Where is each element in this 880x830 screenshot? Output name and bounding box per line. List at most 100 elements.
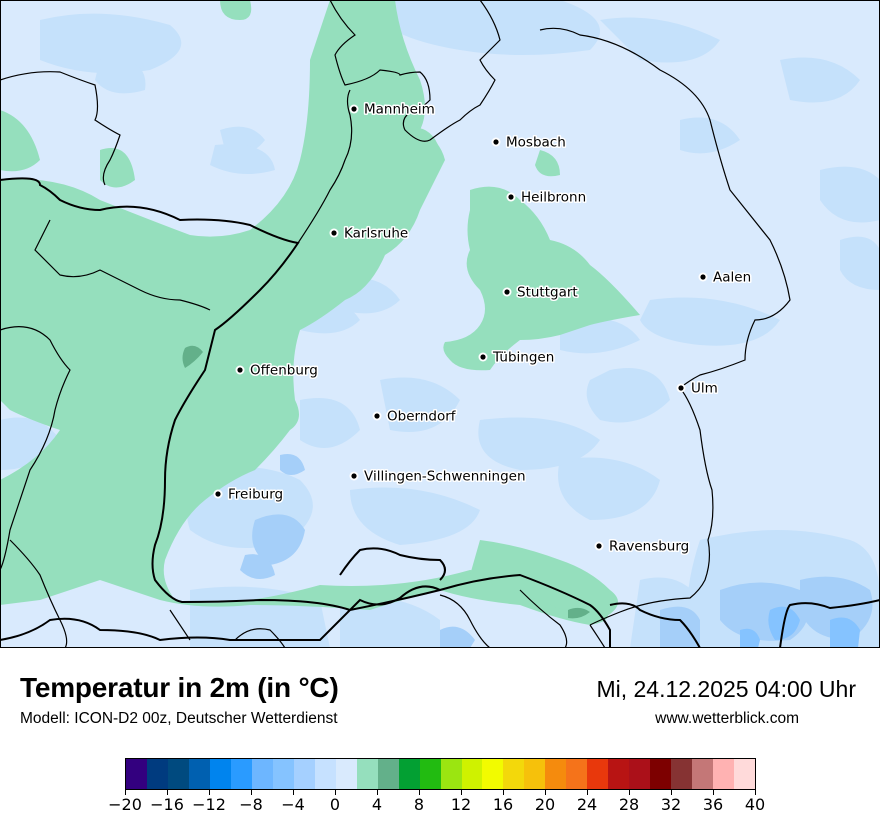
colorbar-bin [713, 759, 735, 789]
city-label: Oberndorf [387, 409, 457, 425]
colorbar-bin [461, 759, 483, 789]
colorbar-bin [356, 759, 378, 789]
borders [0, 0, 880, 648]
tick-mark [293, 790, 294, 795]
tick-mark [587, 790, 588, 795]
colorbar-bin [377, 759, 399, 789]
city-label: Villingen-Schwenningen [364, 469, 526, 485]
city-marker: Karlsruhe [329, 224, 410, 243]
tick-mark [713, 790, 714, 795]
city-marker: Mosbach [491, 133, 567, 152]
tick-mark [167, 790, 168, 795]
colorbar-bin [126, 759, 147, 789]
colorbar-bin [608, 759, 630, 789]
colorbar-bin [440, 759, 462, 789]
city-marker: Freiburg [213, 485, 285, 504]
colorbar-bin [146, 759, 168, 789]
tick-label: 32 [660, 795, 682, 814]
city-label: Stuttgart [517, 285, 578, 301]
city-dot-icon [678, 385, 684, 391]
model-source: Modell: ICON-D2 00z, Deutscher Wetterdie… [20, 710, 338, 727]
colorbar-bin [482, 759, 504, 789]
tick-label: 12 [450, 795, 472, 814]
tick-label: 40 [744, 795, 766, 814]
tick-label: −20 [108, 795, 142, 814]
city-marker: Aalen [698, 268, 753, 287]
colorbar-bin [272, 759, 294, 789]
tick-mark [755, 790, 756, 795]
colorbar [125, 758, 756, 790]
tick-mark [671, 790, 672, 795]
colorbar-bin [587, 759, 609, 789]
tick-label: 16 [492, 795, 514, 814]
colorbar-bin [188, 759, 210, 789]
tick-label: −16 [150, 795, 184, 814]
city-marker: Villingen-Schwenningen [349, 467, 527, 486]
city-dot-icon [351, 106, 357, 112]
cold-patches [0, 0, 880, 648]
colorbar-bin [545, 759, 567, 789]
tick-mark [503, 790, 504, 795]
colorbar-bin [419, 759, 441, 789]
city-marker: Mannheim [349, 100, 436, 119]
website-link[interactable]: www.wetterblick.com [655, 710, 799, 727]
colorbar-ticks: −20 −16 −12 −8 −4 0 4 8 12 16 20 24 28 32 36 40 [108, 790, 765, 830]
colorbar-bin [251, 759, 273, 789]
colorbar-bin [503, 759, 525, 789]
tick-label: 4 [371, 795, 383, 814]
tick-mark [209, 790, 210, 795]
city-dot-icon [700, 274, 706, 280]
tick-label: −12 [192, 795, 226, 814]
tick-label: 8 [413, 795, 425, 814]
tick-mark [461, 790, 462, 795]
city-marker: Offenburg [235, 361, 319, 380]
tick-label: 0 [329, 795, 341, 814]
city-marker: Tübingen [478, 348, 556, 367]
city-marker: Oberndorf [372, 407, 458, 426]
city-marker: Stuttgart [502, 283, 579, 302]
colorbar-bin [293, 759, 315, 789]
city-dot-icon [331, 230, 337, 236]
city-marker: Ravensburg [594, 537, 691, 556]
city-marker: Ulm [676, 379, 719, 398]
city-marker: Heilbronn [506, 188, 588, 207]
colorbar-bin [209, 759, 231, 789]
map-canvas: Mannheim Mosbach Heilbronn Karlsruhe Aalen St… [0, 0, 880, 648]
tick-mark [251, 790, 252, 795]
tick-mark [335, 790, 336, 795]
city-label: Tübingen [492, 350, 554, 366]
colorbar-bin [230, 759, 252, 789]
temperature-map: Mannheim Mosbach Heilbronn Karlsruhe Aalen St… [0, 0, 880, 648]
city-label: Ravensburg [609, 539, 689, 555]
city-dot-icon [237, 367, 243, 373]
colorbar-bin [335, 759, 357, 789]
tick-label: 24 [576, 795, 598, 814]
tick-label: −4 [281, 795, 305, 814]
valid-datetime: Mi, 24.12.2025 04:00 Uhr [596, 676, 856, 702]
city-dot-icon [508, 194, 514, 200]
city-dot-icon [480, 354, 486, 360]
city-dot-icon [493, 139, 499, 145]
city-dot-icon [596, 543, 602, 549]
colorbar-bin [734, 759, 756, 789]
city-label: Offenburg [250, 363, 318, 379]
tick-mark [419, 790, 420, 795]
colorbar-bin [566, 759, 588, 789]
city-label: Mosbach [506, 135, 566, 151]
tick-mark [125, 790, 126, 795]
tick-mark [629, 790, 630, 795]
colorbar-bin [314, 759, 336, 789]
city-label: Ulm [691, 381, 718, 397]
chart-title: Temperatur in 2m (in °C) [20, 672, 339, 703]
tick-label: 20 [534, 795, 556, 814]
colorbar-bin [398, 759, 420, 789]
colorbar-bin [671, 759, 693, 789]
city-label: Karlsruhe [344, 226, 408, 242]
colorbar-bin [167, 759, 189, 789]
city-dot-icon [504, 289, 510, 295]
tick-label: −8 [239, 795, 263, 814]
tick-label: 36 [702, 795, 724, 814]
colorbar-bin [524, 759, 546, 789]
warmer-patches [182, 345, 590, 619]
tick-mark [377, 790, 378, 795]
